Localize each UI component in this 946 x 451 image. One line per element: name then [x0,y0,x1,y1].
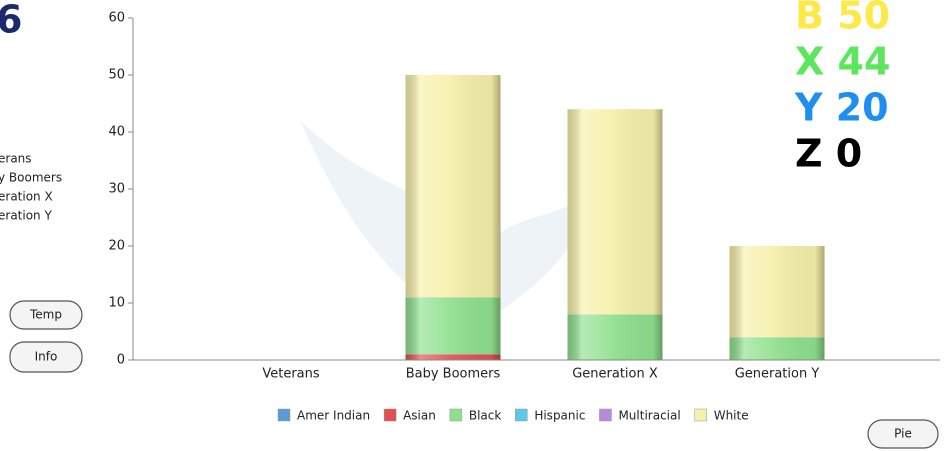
counter: Y 20 [794,86,889,130]
legend-swatch [277,408,291,422]
button[interactable]: Temp [9,300,83,330]
button-bg[interactable] [867,419,939,449]
side-legend: erans y Boomers eration X eration Y [0,152,62,223]
y-tick-label: 10 [108,296,125,311]
side-legend-item: erans [0,152,32,166]
button[interactable]: Info [9,341,83,373]
button-bg[interactable] [9,300,83,330]
button-label[interactable]: Info [35,350,58,364]
legend-label: Hispanic [534,409,585,423]
counter: X 44 [795,40,890,84]
counter: Z 0 [795,132,862,176]
legend-label: Black [469,409,502,423]
bar-shine [729,337,825,360]
legend-label: Amer Indian [297,409,370,423]
x-tick-label: Generation X [572,367,658,382]
legend-label: Asian [403,409,436,423]
counter: B 50 [795,0,890,38]
y-tick-label: 20 [108,239,125,254]
side-legend-item: eration X [0,190,53,204]
x-tick-label: Baby Boomers [406,367,501,382]
bar-shine [567,314,663,360]
legend-swatch [383,408,397,422]
side-legend-item: y Boomers [0,171,62,185]
bar-shine [405,297,501,355]
bar-shine [405,75,501,298]
y-tick-label: 60 [108,11,125,26]
button-label[interactable]: Pie [894,427,912,441]
x-tick-label: Veterans [262,367,320,382]
buttons: Temp Info Pie [9,300,939,449]
legend-swatch [449,408,463,422]
y-tick-label: 50 [108,68,125,83]
plot: 0 10 20 30 40 50 60 Veterans Baby Boomers Generat… [108,11,940,382]
button-label[interactable]: Temp [29,308,62,322]
page-title: 6 [0,0,22,42]
counters: B 50X 44Y 20Z 0 [794,0,890,176]
bar-shine [729,246,825,338]
y-tick-label: 30 [108,182,125,197]
button-bg[interactable] [9,341,83,373]
legend: Amer Indian Asian Black Hispanic Multiracial… [277,408,749,423]
x-tick-label: Generation Y [735,367,820,382]
legend-swatch [599,408,612,422]
bar-shine [405,354,501,360]
y-tick-label: 40 [108,125,125,140]
y-tick-label: 0 [117,353,125,368]
legend-label: Multiracial [618,409,680,423]
legend-swatch [515,408,528,422]
legend-swatch [694,408,707,422]
side-legend-item: eration Y [0,209,52,223]
button[interactable]: Pie [867,419,939,449]
legend-label: White [714,409,749,423]
bar-shine [567,109,663,315]
